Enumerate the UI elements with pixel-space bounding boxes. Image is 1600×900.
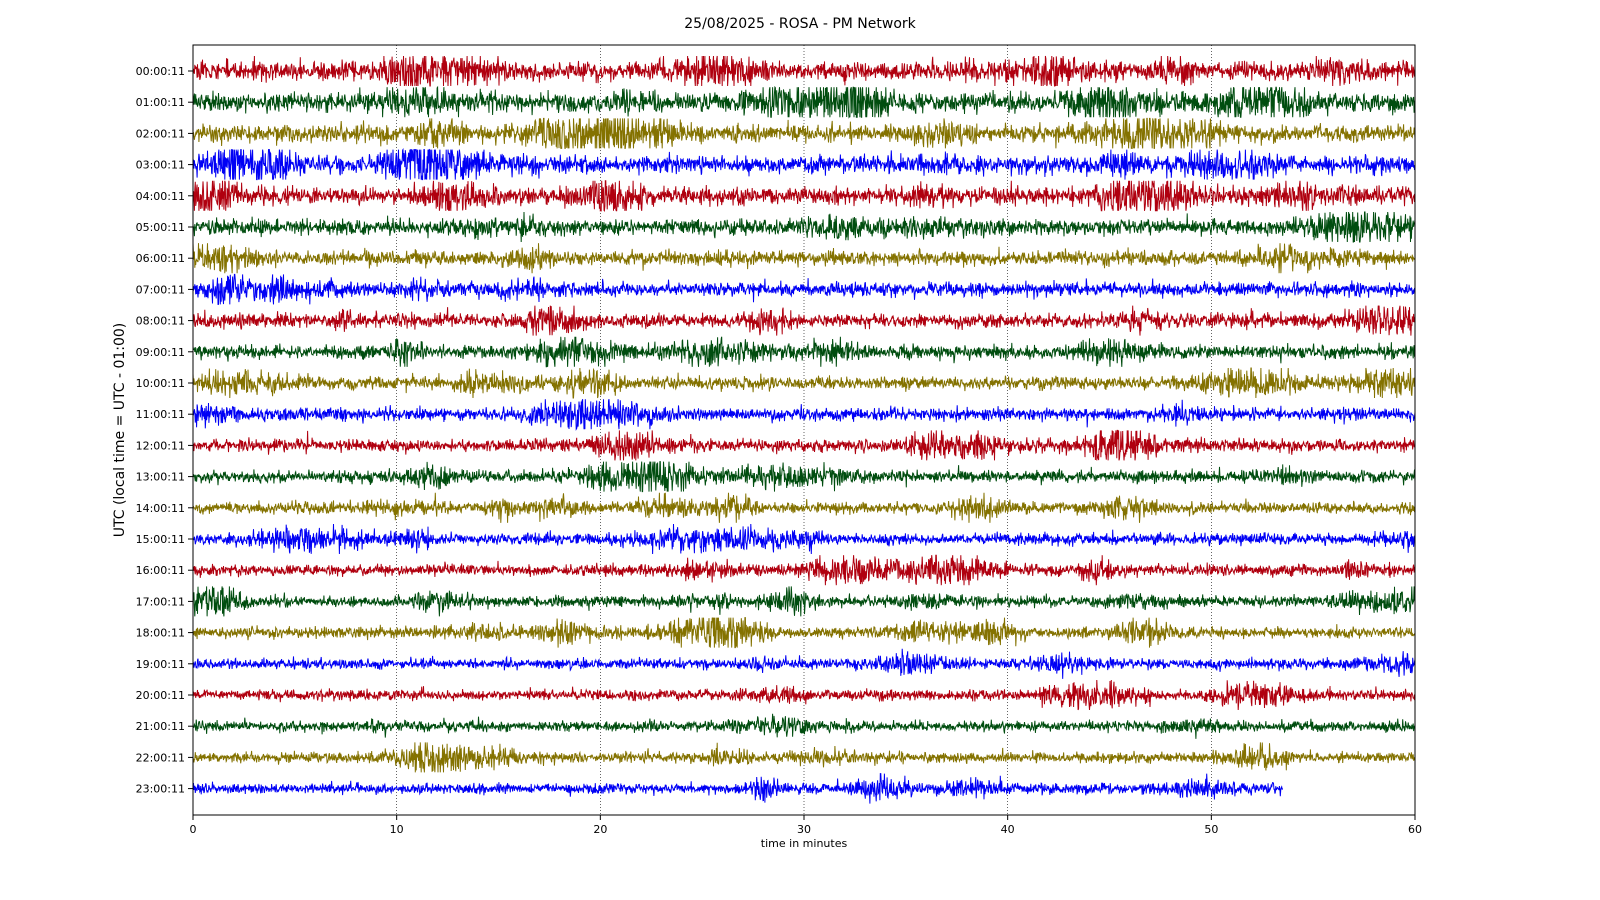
x-tick-label: 30 (797, 823, 811, 836)
y-axis-label: UTC (local time = UTC - 01:00) (112, 323, 128, 538)
y-tick-label: 13:00:11 (136, 471, 185, 484)
x-tick-label: 50 (1204, 823, 1218, 836)
y-tick-label: 20:00:11 (136, 689, 185, 702)
x-tick-label: 60 (1408, 823, 1422, 836)
y-axis: 00:00:11 01:00:11 02:00:11 03:00:11 04:00:11… (136, 65, 193, 796)
trace-16:00:11 (192, 554, 1416, 586)
trace-11:00:11 (192, 399, 1416, 431)
y-tick-label: 17:00:11 (136, 595, 185, 608)
x-tick-label: 40 (1001, 823, 1015, 836)
trace-12:00:11 (192, 429, 1416, 461)
trace-09:00:11 (192, 336, 1416, 368)
trace-08:00:11 (192, 305, 1416, 336)
y-tick-label: 21:00:11 (136, 720, 185, 733)
x-axis-label: time in minutes (761, 837, 848, 850)
y-tick-label: 11:00:11 (136, 408, 185, 421)
y-tick-label: 05:00:11 (136, 221, 185, 234)
trace-05:00:11 (192, 211, 1416, 243)
y-tick-label: 04:00:11 (136, 190, 185, 203)
x-tick-label: 0 (190, 823, 197, 836)
y-tick-label: 02:00:11 (136, 127, 185, 140)
trace-15:00:11 (192, 523, 1416, 555)
trace-01:00:11 (192, 85, 1416, 119)
trace-23:00:11 (192, 773, 1284, 804)
trace-20:00:11 (192, 679, 1416, 711)
trace-14:00:11 (192, 492, 1416, 523)
x-tick-label: 20 (593, 823, 607, 836)
y-tick-label: 08:00:11 (136, 315, 185, 328)
trace-19:00:11 (192, 648, 1416, 679)
trace-18:00:11 (192, 617, 1416, 649)
trace-03:00:11 (192, 148, 1416, 181)
x-axis: 0 10 20 30 40 50 60 (190, 815, 1422, 836)
trace-10:00:11 (192, 367, 1416, 399)
y-tick-label: 19:00:11 (136, 658, 185, 671)
y-tick-label: 06:00:11 (136, 252, 185, 265)
y-tick-label: 03:00:11 (136, 159, 185, 172)
y-tick-label: 23:00:11 (136, 783, 185, 796)
trace-00:00:11 (192, 55, 1416, 87)
y-tick-label: 10:00:11 (136, 377, 185, 390)
y-tick-label: 01:00:11 (136, 96, 185, 109)
trace-06:00:11 (192, 243, 1416, 274)
grid-lines (396, 45, 1212, 815)
trace-13:00:11 (192, 461, 1416, 493)
x-tick-label: 10 (390, 823, 404, 836)
y-tick-label: 16:00:11 (136, 564, 185, 577)
trace-22:00:11 (192, 742, 1416, 773)
y-tick-label: 15:00:11 (136, 533, 185, 546)
y-tick-label: 07:00:11 (136, 283, 185, 296)
trace-02:00:11 (192, 117, 1416, 150)
y-tick-label: 22:00:11 (136, 751, 185, 764)
trace-07:00:11 (192, 273, 1416, 305)
y-tick-label: 00:00:11 (136, 65, 185, 78)
y-tick-label: 14:00:11 (136, 502, 185, 515)
trace-17:00:11 (192, 586, 1416, 617)
y-tick-label: 12:00:11 (136, 439, 185, 452)
trace-21:00:11 (192, 713, 1416, 739)
y-tick-label: 09:00:11 (136, 346, 185, 359)
chart-title: 25/08/2025 - ROSA - PM Network (684, 16, 916, 32)
traces (192, 55, 1416, 804)
trace-04:00:11 (192, 180, 1416, 213)
y-tick-label: 18:00:11 (136, 627, 185, 640)
